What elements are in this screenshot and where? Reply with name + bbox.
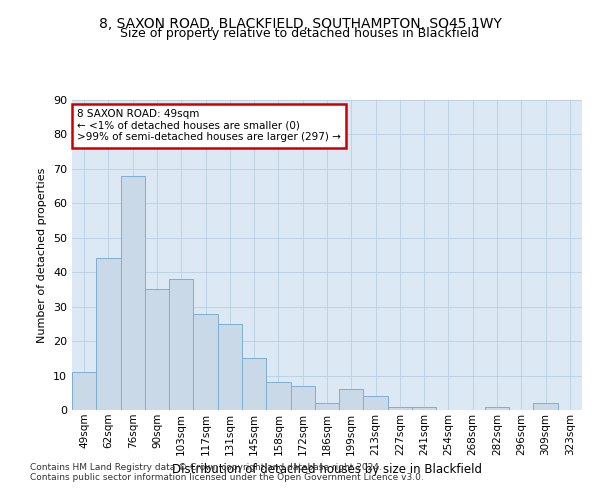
- Text: Size of property relative to detached houses in Blackfield: Size of property relative to detached ho…: [121, 28, 479, 40]
- Y-axis label: Number of detached properties: Number of detached properties: [37, 168, 47, 342]
- Text: 8 SAXON ROAD: 49sqm
← <1% of detached houses are smaller (0)
>99% of semi-detach: 8 SAXON ROAD: 49sqm ← <1% of detached ho…: [77, 110, 341, 142]
- Text: Contains public sector information licensed under the Open Government Licence v3: Contains public sector information licen…: [30, 474, 424, 482]
- Bar: [96, 258, 121, 410]
- Bar: [315, 403, 339, 410]
- Bar: [485, 406, 509, 410]
- Bar: [290, 386, 315, 410]
- Bar: [412, 406, 436, 410]
- Bar: [339, 390, 364, 410]
- Bar: [145, 290, 169, 410]
- Text: 8, SAXON ROAD, BLACKFIELD, SOUTHAMPTON, SO45 1WY: 8, SAXON ROAD, BLACKFIELD, SOUTHAMPTON, …: [98, 18, 502, 32]
- Bar: [266, 382, 290, 410]
- Bar: [218, 324, 242, 410]
- Bar: [388, 406, 412, 410]
- Bar: [72, 372, 96, 410]
- X-axis label: Distribution of detached houses by size in Blackfield: Distribution of detached houses by size …: [172, 463, 482, 476]
- Text: Contains HM Land Registry data © Crown copyright and database right 2024.: Contains HM Land Registry data © Crown c…: [30, 464, 382, 472]
- Bar: [193, 314, 218, 410]
- Bar: [121, 176, 145, 410]
- Bar: [364, 396, 388, 410]
- Bar: [242, 358, 266, 410]
- Bar: [169, 279, 193, 410]
- Bar: [533, 403, 558, 410]
